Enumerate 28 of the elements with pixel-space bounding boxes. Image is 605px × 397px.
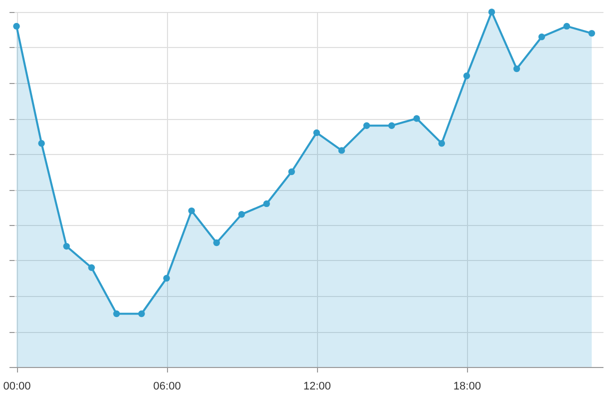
- x-tick-label: 12:00: [303, 380, 331, 392]
- point: [488, 8, 496, 16]
- point: [538, 34, 546, 40]
- point: [113, 310, 120, 318]
- point: [138, 310, 145, 318]
- point: [238, 211, 245, 218]
- point: [413, 115, 420, 122]
- point: [13, 22, 20, 30]
- point: [163, 274, 170, 282]
- point: [38, 140, 45, 147]
- point: [313, 129, 320, 136]
- point: [213, 239, 220, 246]
- point: [588, 30, 596, 37]
- point: [563, 22, 570, 30]
- x-tick-label: 06:00: [153, 380, 181, 392]
- x-tick-label: 00:00: [3, 380, 31, 392]
- point: [388, 122, 396, 129]
- point: [463, 72, 470, 80]
- point: [188, 207, 195, 214]
- point: [88, 264, 95, 271]
- point: [263, 200, 270, 208]
- point: [338, 147, 345, 154]
- point: [288, 168, 295, 176]
- x-tick-label: 18:00: [453, 380, 481, 392]
- point: [363, 122, 370, 129]
- point: [513, 65, 520, 72]
- point: [63, 242, 70, 250]
- point: [438, 140, 446, 147]
